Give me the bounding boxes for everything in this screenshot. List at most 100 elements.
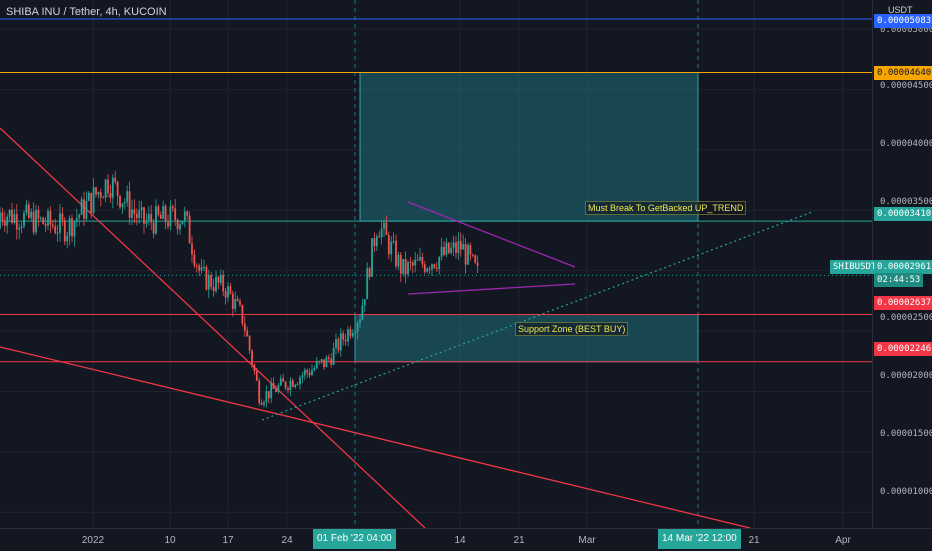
y-tick: 0.00005000 xyxy=(880,25,932,35)
candle-body xyxy=(68,218,71,236)
candle-body xyxy=(359,319,361,323)
price-chart[interactable] xyxy=(0,0,872,529)
candle-body xyxy=(275,388,277,393)
candle-body xyxy=(171,206,174,209)
candle-body xyxy=(385,222,388,236)
candle-body xyxy=(90,192,93,213)
candle-body xyxy=(138,210,141,218)
candle-body xyxy=(111,177,114,198)
candle-body xyxy=(416,259,419,261)
candle-body xyxy=(152,222,155,234)
candle-body xyxy=(116,181,119,196)
candle-body xyxy=(368,268,371,277)
candle-body xyxy=(325,357,328,367)
candle-body xyxy=(66,235,69,242)
candle-body xyxy=(299,377,301,385)
candle-body xyxy=(289,380,292,391)
candle-body xyxy=(335,339,337,348)
candle-body xyxy=(323,359,325,367)
x-tick: 21 xyxy=(513,535,525,546)
candle-body xyxy=(102,197,105,199)
x-tick: Mar xyxy=(578,535,596,546)
candle-body xyxy=(131,209,133,218)
candle-body xyxy=(191,243,193,255)
candle-body xyxy=(260,403,263,405)
candle-body xyxy=(174,208,177,220)
candle-body xyxy=(87,192,90,201)
candle-body xyxy=(371,238,373,277)
candle-body xyxy=(83,199,85,219)
candle-body xyxy=(121,203,124,208)
candle-body xyxy=(263,402,265,405)
candle-body xyxy=(179,224,181,230)
candle-body xyxy=(342,333,345,340)
candle-body xyxy=(253,364,256,371)
candle-body xyxy=(366,268,369,300)
candle-body xyxy=(18,227,21,230)
candle-body xyxy=(380,228,383,238)
candle-body xyxy=(37,209,40,219)
candle-body xyxy=(157,206,160,215)
candle-body xyxy=(395,240,397,267)
candle-body xyxy=(397,254,400,267)
time-axis[interactable] xyxy=(0,528,932,551)
candle-body xyxy=(239,301,241,305)
candle-body xyxy=(109,193,112,198)
candle-body xyxy=(198,265,201,271)
y-tick: 0.00001000 xyxy=(880,487,932,497)
candle-body xyxy=(443,246,445,255)
candle-body xyxy=(97,192,100,195)
candle-body xyxy=(450,247,453,253)
candle-body xyxy=(13,213,16,223)
candle-body xyxy=(219,274,222,283)
candle-body xyxy=(272,382,275,389)
candle-body xyxy=(78,214,81,218)
candle-body xyxy=(284,381,287,389)
candle-body xyxy=(354,331,357,334)
candle-body xyxy=(164,205,167,223)
candle-body xyxy=(339,333,342,351)
triangle-lower xyxy=(407,283,576,295)
candle-body xyxy=(402,259,405,274)
candle-body xyxy=(445,242,448,255)
candle-body xyxy=(126,191,129,203)
candle-body xyxy=(147,214,150,221)
candle-body xyxy=(433,264,436,268)
candle-body xyxy=(313,368,316,371)
x-tick: 17 xyxy=(222,535,234,546)
candle-body xyxy=(375,236,378,247)
candle-body xyxy=(203,267,205,269)
candle-body xyxy=(51,224,54,227)
symbol-tag: SHIBUSDT xyxy=(830,260,880,274)
triangle-upper xyxy=(407,201,576,268)
candle-body xyxy=(303,370,306,376)
candle-body xyxy=(414,259,417,266)
candle-body xyxy=(30,211,33,218)
chart-plot-area[interactable] xyxy=(0,0,872,529)
candle-body xyxy=(462,244,465,250)
candle-body xyxy=(306,370,309,373)
candle-body xyxy=(231,293,234,309)
candle-body xyxy=(407,262,409,275)
candle-body xyxy=(27,204,30,218)
candle-body xyxy=(32,211,35,233)
uptrend-line xyxy=(261,211,813,421)
crosshair-time-label-left: 01 Feb '22 04:00 xyxy=(313,529,396,549)
candle-body xyxy=(236,299,239,302)
y-tick: 0.00001500 xyxy=(880,429,932,439)
candle-body xyxy=(59,213,61,233)
candle-body xyxy=(356,322,359,332)
candle-body xyxy=(35,209,37,233)
x-tick: 10 xyxy=(164,535,176,546)
candle-body xyxy=(447,242,450,253)
candle-body xyxy=(251,350,253,365)
resistance-annotation[interactable]: Must Break To GetBacked UP_TREND xyxy=(585,201,747,215)
candle-body xyxy=(327,357,330,359)
candle-body xyxy=(409,262,412,264)
candle-body xyxy=(383,222,385,229)
candle-body xyxy=(188,215,191,244)
candle-body xyxy=(347,329,349,342)
x-tick: 2022 xyxy=(81,535,105,546)
support-annotation[interactable]: Support Zone (BEST BUY) xyxy=(515,322,629,336)
candle-body xyxy=(361,305,364,320)
